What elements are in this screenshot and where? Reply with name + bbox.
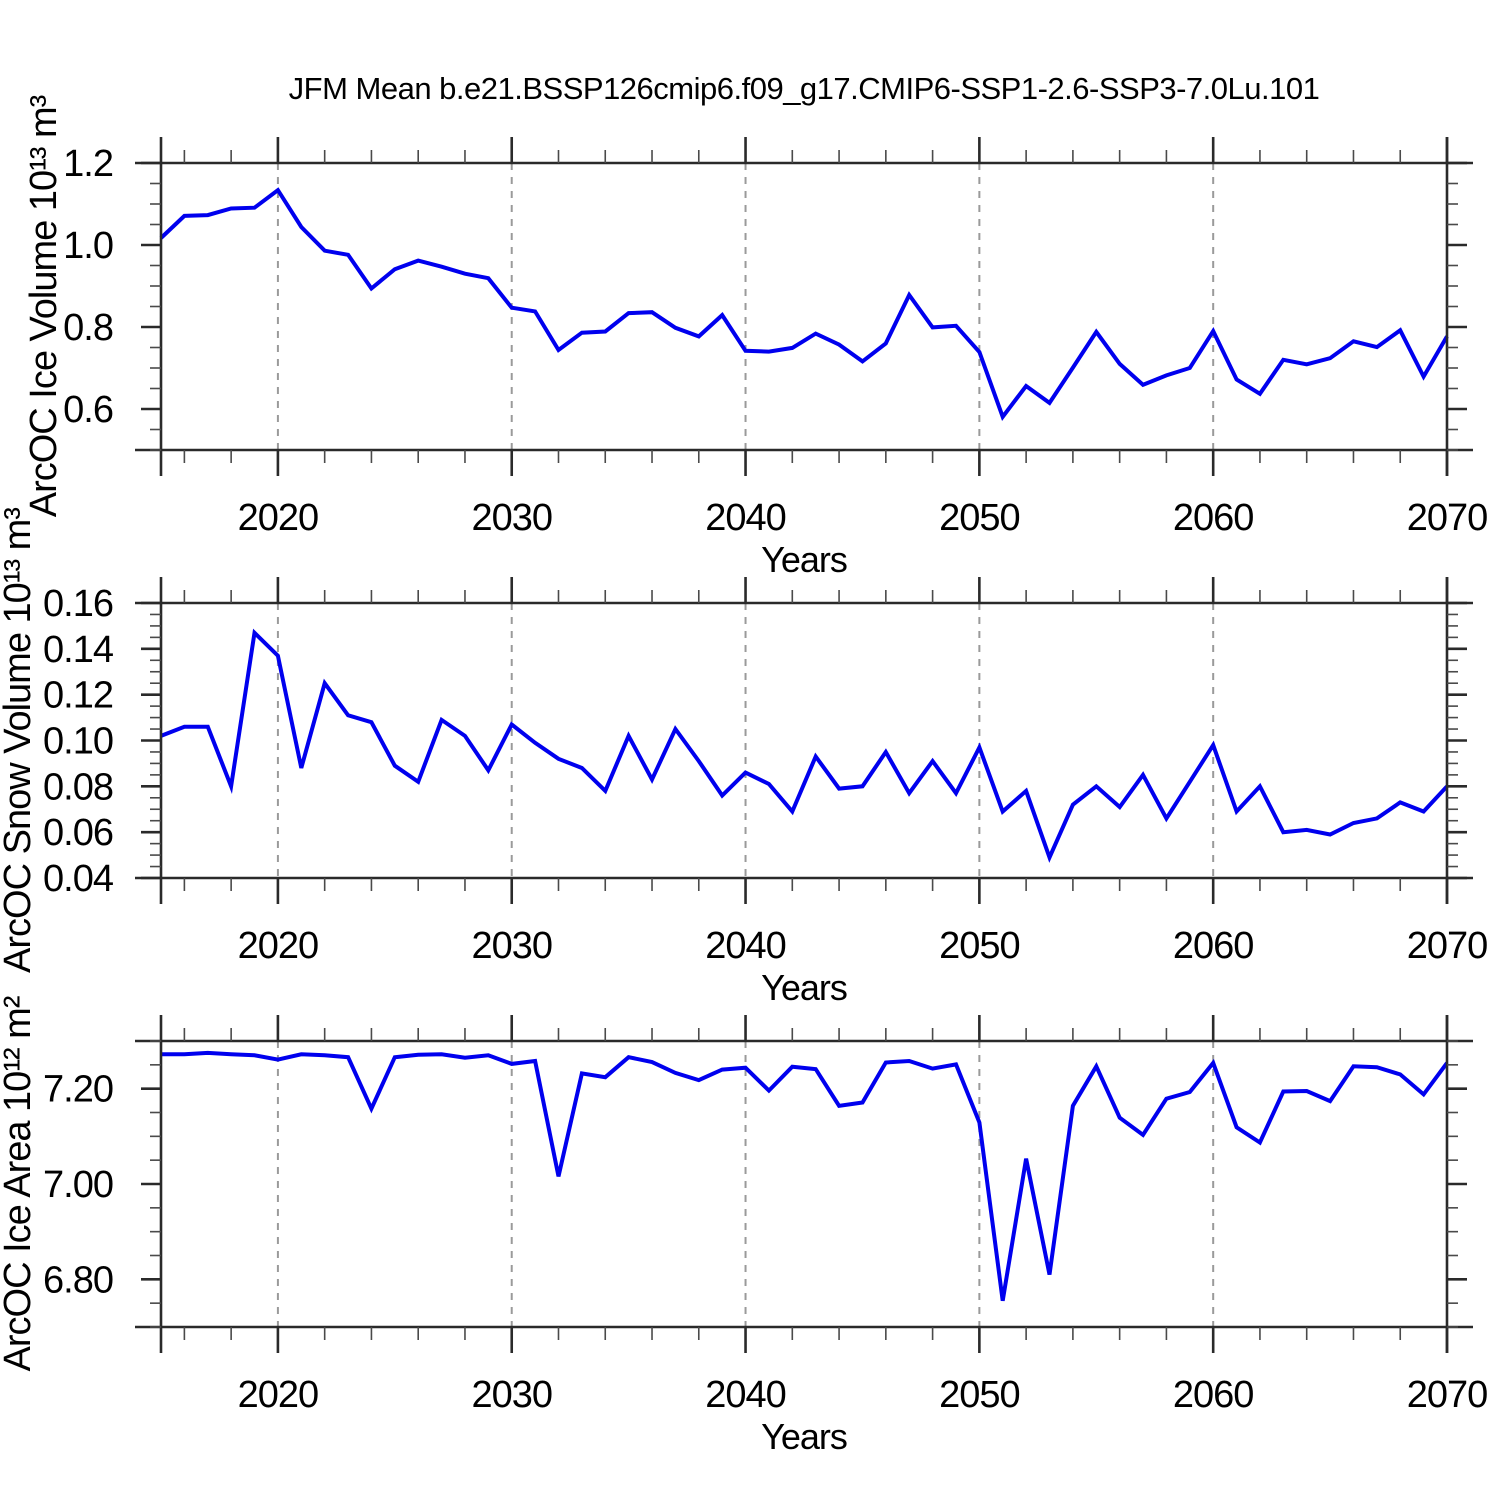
x-tick-label: 2030 [471, 925, 552, 967]
panel-ice-volume: 0.6 0.8 1.0 1.2 2020 2030 2040 2050 2060 2070 Year… [23, 95, 1488, 580]
x-tick-label: 2020 [238, 1374, 319, 1416]
x-tick-label: 2060 [1173, 497, 1254, 539]
y-tick-label-ice-area: 7.00 [43, 1164, 113, 1206]
y-tick-label-ice-volume: 1.2 [63, 143, 113, 185]
y-tick-label-snow-volume: 0.08 [43, 766, 113, 808]
x-tick-label: 2070 [1407, 1374, 1488, 1416]
x-tick-label: 2050 [939, 925, 1020, 967]
y-axis-title-ice-area: ArcOC Ice Area 10¹² m² [0, 996, 39, 1371]
y-tick-label-ice-volume: 1.0 [63, 225, 113, 267]
x-tick-label: 2070 [1407, 497, 1488, 539]
x-tick-label: 2050 [939, 497, 1020, 539]
y-tick-label-snow-volume: 0.10 [43, 721, 113, 763]
series-line-ice-area [161, 1050, 1449, 1302]
y-tick-label-ice-area: 6.80 [43, 1259, 113, 1301]
series-line-snow-volume [160, 628, 1449, 863]
chart-title: JFM Mean b.e21.BSSP126cmip6.f09_g17.CMIP… [289, 71, 1320, 106]
x-tick-label: 2050 [939, 1374, 1020, 1416]
x-tick-label: 2070 [1407, 925, 1488, 967]
y-tick-label-snow-volume: 0.16 [43, 583, 113, 625]
x-tick-label: 2040 [705, 925, 786, 967]
x-tick-label: 2040 [705, 497, 786, 539]
y-axis-title-ice-volume: ArcOC Ice Volume 10¹³ m³ [23, 95, 65, 517]
y-tick-label-ice-volume: 0.8 [63, 307, 113, 349]
x-axis-title-ice-volume: Years [761, 539, 847, 580]
panels-root: 0.6 0.8 1.0 1.2 2020 2030 2040 2050 2060 2070 Year… [0, 95, 1488, 1457]
y-tick-label-snow-volume: 0.12 [43, 675, 113, 717]
x-tick-label: 2040 [705, 1374, 786, 1416]
x-tick-label: 2020 [238, 925, 319, 967]
x-tick-label: 2020 [238, 497, 319, 539]
panel-snow-volume: 0.040.060.080.100.120.140.16 2020 2030 2040… [0, 508, 1488, 1008]
x-tick-label: 2030 [471, 497, 552, 539]
panel-ice-area: 6.80 7.00 7.20 2020 2030 2040 2050 2060 2070 Year… [0, 996, 1488, 1457]
y-tick-label-snow-volume: 0.04 [43, 858, 114, 900]
y-tick-label-snow-volume: 0.06 [43, 812, 113, 854]
y-tick-label-ice-volume: 0.6 [63, 389, 113, 431]
y-tick-label-snow-volume: 0.14 [43, 629, 114, 671]
x-axis-title-snow-volume: Years [761, 967, 847, 1008]
series-line-ice-volume [159, 187, 1449, 421]
y-tick-label-ice-area: 7.20 [43, 1069, 113, 1111]
x-tick-label: 2060 [1173, 1374, 1254, 1416]
x-tick-label: 2030 [471, 1374, 552, 1416]
x-axis-title-ice-area: Years [761, 1416, 847, 1457]
y-axis-title-snow-volume: ArcOC Snow Volume 10¹³ m³ [0, 508, 39, 973]
x-tick-label: 2060 [1173, 925, 1254, 967]
